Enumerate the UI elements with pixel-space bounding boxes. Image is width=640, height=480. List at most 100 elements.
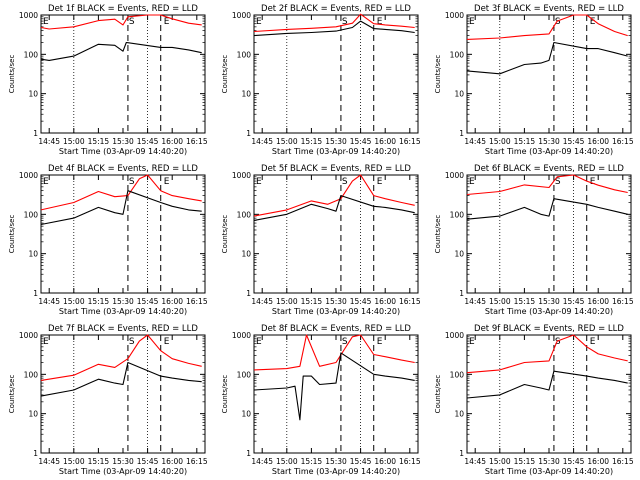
x-tick-label: 15:45 xyxy=(563,137,585,146)
panel-title: Det 5f BLACK = Events, RED = LLD xyxy=(261,164,411,174)
x-tick-label: 15:00 xyxy=(276,457,298,466)
y-tick-label: 100 xyxy=(450,370,465,379)
x-tick-label: 15:15 xyxy=(514,297,536,306)
lld-series-line xyxy=(40,14,202,30)
events-series-line xyxy=(253,195,415,221)
y-tick-label: 1000 xyxy=(19,331,38,340)
x-tick-label: 15:45 xyxy=(350,457,372,466)
x-tick-label: 16:00 xyxy=(374,137,396,146)
y-tick-label: 1000 xyxy=(232,331,251,340)
x-tick-label: 15:00 xyxy=(276,137,298,146)
events-series-line xyxy=(40,361,202,397)
panel-title: Det 8f BLACK = Events, RED = LLD xyxy=(261,324,411,334)
marker-label-left: E xyxy=(43,17,49,27)
marker-label-left: E xyxy=(43,337,49,347)
y-tick-label: 10 xyxy=(454,410,464,419)
x-tick-label: 16:00 xyxy=(587,137,609,146)
y-tick-label: 1 xyxy=(246,129,251,138)
panel-title: Det 7f BLACK = Events, RED = LLD xyxy=(48,324,198,334)
x-tick-label: 15:30 xyxy=(112,457,134,466)
x-tick-label: 15:30 xyxy=(325,297,347,306)
x-tick-label: 15:30 xyxy=(538,137,560,146)
y-tick-label: 1 xyxy=(459,449,464,458)
y-tick-label: 1 xyxy=(459,129,464,138)
x-tick-label: 15:45 xyxy=(563,457,585,466)
x-tick-label: 15:15 xyxy=(88,457,110,466)
x-tick-label: 15:15 xyxy=(88,137,110,146)
x-tick-label: 16:00 xyxy=(161,297,183,306)
y-tick-label: 1 xyxy=(246,449,251,458)
x-axis-label: Start Time (03-Apr-09 14:40:20) xyxy=(59,467,187,476)
x-axis-label: Start Time (03-Apr-09 14:40:20) xyxy=(485,467,613,476)
y-tick-label: 100 xyxy=(24,370,39,379)
marker-label-end: E xyxy=(164,17,170,27)
x-tick-label: 14:45 xyxy=(38,137,60,146)
marker-label-start: S xyxy=(342,17,348,27)
y-tick-label: 100 xyxy=(237,370,252,379)
panel-title: Det 2f BLACK = Events, RED = LLD xyxy=(261,4,411,14)
y-tick-label: 10 xyxy=(241,250,251,259)
y-tick-label: 1000 xyxy=(232,171,251,180)
x-tick-label: 16:00 xyxy=(374,457,396,466)
x-axis-label: Start Time (03-Apr-09 14:40:20) xyxy=(485,307,613,316)
events-series-line xyxy=(466,41,628,75)
x-tick-label: 15:30 xyxy=(325,137,347,146)
y-tick-label: 10 xyxy=(241,410,251,419)
panel-7: Det 7f BLACK = Events, RED = LLD E S E 1 10 10… xyxy=(8,324,208,476)
x-tick-label: 15:45 xyxy=(137,297,159,306)
y-axis-label: Counts/sec xyxy=(434,55,442,94)
panel-1: Det 1f BLACK = Events, RED = LLD E S E 1 10 10… xyxy=(8,4,208,156)
x-tick-label: 15:15 xyxy=(301,137,323,146)
y-tick-label: 1000 xyxy=(445,11,464,20)
marker-label-start: S xyxy=(555,17,561,27)
y-axis-label: Counts/sec xyxy=(8,215,16,254)
panel-2: Det 2f BLACK = Events, RED = LLD E S E 1 10 10… xyxy=(221,4,421,156)
y-axis-label: Counts/sec xyxy=(434,215,442,254)
marker-label-left: E xyxy=(469,177,475,187)
events-series-line xyxy=(40,190,202,226)
y-tick-label: 100 xyxy=(450,210,465,219)
events-series-line xyxy=(253,20,415,37)
panel-8: Det 8f BLACK = Events, RED = LLD E S E 1 10 10… xyxy=(221,324,421,476)
x-tick-label: 16:15 xyxy=(612,297,634,306)
x-tick-label: 14:45 xyxy=(464,457,486,466)
y-tick-label: 1 xyxy=(33,129,38,138)
x-axis-label: Start Time (03-Apr-09 14:40:20) xyxy=(59,307,187,316)
x-tick-label: 16:00 xyxy=(161,457,183,466)
marker-label-end: E xyxy=(377,177,383,187)
marker-label-start: S xyxy=(342,177,348,187)
marker-label-end: E xyxy=(164,337,170,347)
y-axis-label: Counts/sec xyxy=(221,215,229,254)
x-tick-label: 15:15 xyxy=(88,297,110,306)
x-tick-label: 15:00 xyxy=(489,457,511,466)
panel-title: Det 9f BLACK = Events, RED = LLD xyxy=(474,324,624,334)
y-tick-label: 1 xyxy=(33,449,38,458)
x-tick-label: 15:45 xyxy=(350,137,372,146)
lld-series-line xyxy=(466,334,628,374)
x-tick-label: 14:45 xyxy=(251,297,273,306)
y-axis-label: Counts/sec xyxy=(8,375,16,414)
y-tick-label: 1000 xyxy=(445,171,464,180)
x-tick-label: 16:15 xyxy=(186,457,208,466)
events-series-line xyxy=(40,41,202,61)
x-tick-label: 15:30 xyxy=(538,297,560,306)
lld-series-line xyxy=(253,174,415,217)
lld-series-line xyxy=(253,13,415,33)
x-tick-label: 15:15 xyxy=(514,457,536,466)
marker-label-end: E xyxy=(377,337,383,347)
y-tick-label: 10 xyxy=(28,250,38,259)
y-tick-label: 1 xyxy=(33,289,38,298)
marker-label-left: E xyxy=(469,337,475,347)
x-tick-label: 15:00 xyxy=(63,297,85,306)
y-axis-label: Counts/sec xyxy=(8,55,16,94)
y-tick-label: 1 xyxy=(459,289,464,298)
x-tick-label: 15:30 xyxy=(112,297,134,306)
y-tick-label: 10 xyxy=(241,90,251,99)
x-axis-label: Start Time (03-Apr-09 14:40:20) xyxy=(272,307,400,316)
marker-label-start: S xyxy=(129,17,135,27)
x-tick-label: 16:15 xyxy=(612,137,634,146)
x-tick-label: 15:00 xyxy=(63,137,85,146)
x-tick-label: 16:00 xyxy=(374,297,396,306)
panel-3: Det 3f BLACK = Events, RED = LLD E S E 1 10 10… xyxy=(434,4,634,156)
